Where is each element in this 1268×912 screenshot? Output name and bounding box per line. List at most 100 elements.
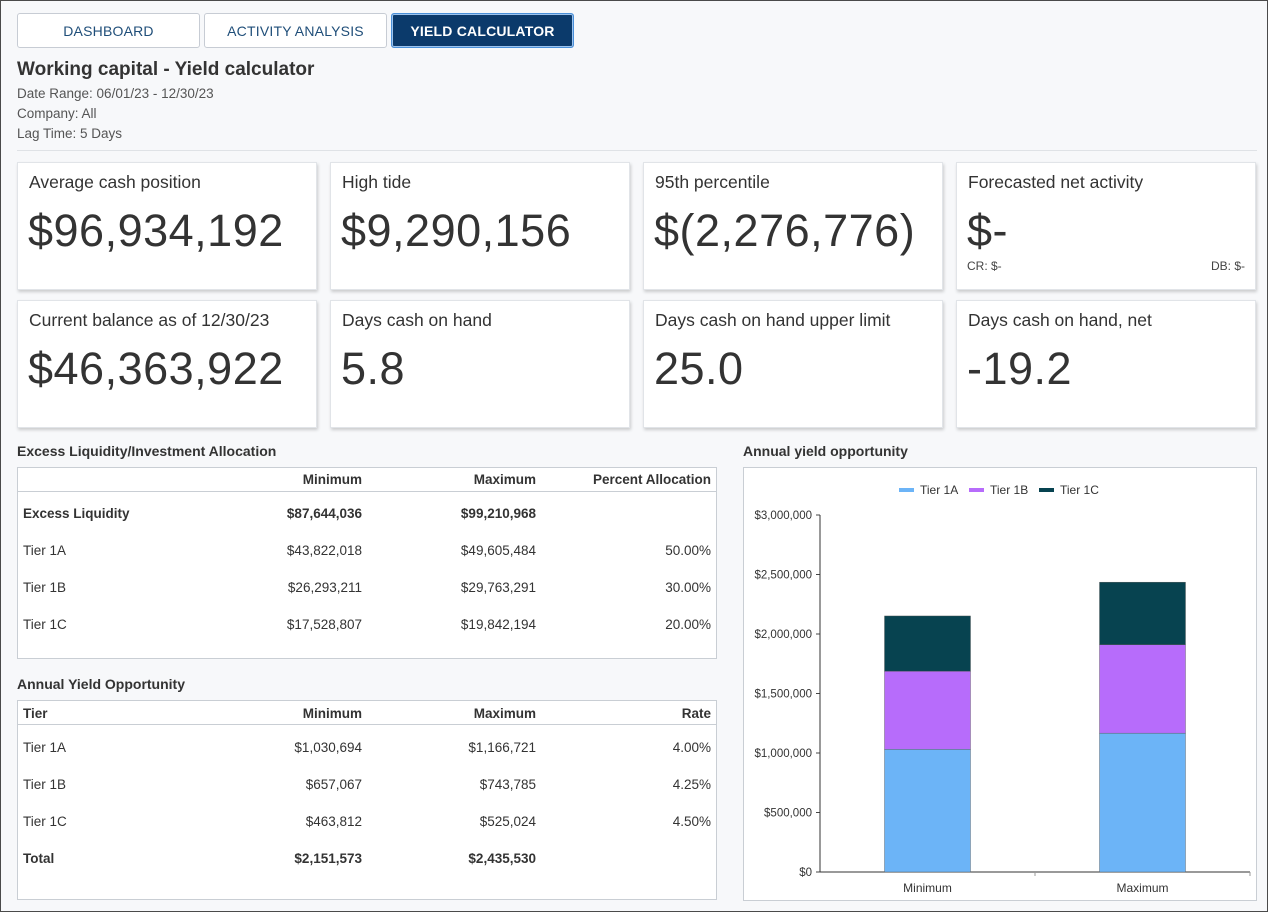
kpi-card-average-cash-position: Average cash position $96,934,192 xyxy=(17,162,317,290)
kpi-card-current-balance: Current balance as of 12/30/23 $46,363,9… xyxy=(17,300,317,428)
row-name: Excess Liquidity xyxy=(23,506,130,521)
kpi-value: $(2,276,776) xyxy=(654,205,916,256)
yield-section-title: Annual Yield Opportunity xyxy=(17,676,185,692)
row-min: $463,812 xyxy=(305,814,362,829)
x-tick-label: Minimum xyxy=(903,881,952,895)
row-max: $29,763,291 xyxy=(460,580,536,595)
bar-segment-tier-1c xyxy=(884,615,971,672)
row-name: Tier 1C xyxy=(23,814,67,829)
legend-swatch xyxy=(969,488,984,492)
kpi-label: Days cash on hand upper limit xyxy=(655,310,891,330)
header-divider xyxy=(17,150,1257,151)
column-header-tier: Tier xyxy=(23,706,48,721)
kpi-card-forecasted-net-activity: Forecasted net activity $- CR: $- DB: $- xyxy=(956,162,1256,290)
y-tick-label: $3,000,000 xyxy=(754,510,812,522)
kpi-label: Days cash on hand xyxy=(342,310,492,330)
bar-segment-tier-1a xyxy=(1099,732,1186,873)
row-name: Total xyxy=(23,851,55,866)
lag-time-text: Lag Time: 5 Days xyxy=(17,126,123,141)
company-text: Company: All xyxy=(17,106,97,121)
kpi-card-days-cash-upper-limit: Days cash on hand upper limit 25.0 xyxy=(643,300,943,428)
row-name: Tier 1A xyxy=(23,543,67,558)
bar-segment-tier-1b xyxy=(1099,644,1186,734)
row-min: $87,644,036 xyxy=(286,506,362,521)
kpi-label: 95th percentile xyxy=(655,172,770,192)
column-header-percent-allocation: Percent Allocation xyxy=(592,472,711,487)
legend-label: Tier 1C xyxy=(1060,483,1099,497)
column-header-minimum: Minimum xyxy=(302,706,362,721)
chart-section-title: Annual yield opportunity xyxy=(743,443,908,459)
y-tick-label: $1,000,000 xyxy=(754,748,812,760)
tab-dashboard[interactable]: DASHBOARD xyxy=(17,13,200,48)
kpi-card-days-cash-net: Days cash on hand, net -19.2 xyxy=(956,300,1256,428)
kpi-card-95th-percentile: 95th percentile $(2,276,776) xyxy=(643,162,943,290)
row-name: Tier 1B xyxy=(23,580,67,595)
kpi-label: High tide xyxy=(342,172,412,192)
bar-segment-tier-1c xyxy=(1099,581,1186,645)
kpi-debit-text: DB: $- xyxy=(1210,259,1245,273)
x-tick-label: Maximum xyxy=(1116,881,1168,895)
row-min: $2,151,573 xyxy=(294,851,362,866)
row-percent: 20.00% xyxy=(665,617,711,632)
row-min: $43,822,018 xyxy=(286,543,362,558)
row-name: Tier 1A xyxy=(23,740,67,755)
row-min: $26,293,211 xyxy=(287,580,362,595)
row-rate: 4.50% xyxy=(672,814,711,829)
y-tick-label: $0 xyxy=(799,867,812,879)
y-tick-label: $2,000,000 xyxy=(754,629,812,641)
row-max: $1,166,721 xyxy=(468,740,536,755)
stacked-bar-chart: $0 $500,000 $1,000,000 $1,500,000 $2,000,000… xyxy=(754,483,1251,895)
kpi-value: $- xyxy=(967,205,1009,256)
row-min: $1,030,694 xyxy=(294,740,362,755)
kpi-label: Forecasted net activity xyxy=(968,172,1144,192)
legend-label: Tier 1A xyxy=(920,483,958,497)
table-header: Minimum Maximum Percent Allocation xyxy=(18,468,716,492)
kpi-card-days-cash-on-hand: Days cash on hand 5.8 xyxy=(330,300,630,428)
row-name: Tier 1B xyxy=(23,777,67,792)
kpi-value: $9,290,156 xyxy=(341,205,572,256)
column-header-minimum: Minimum xyxy=(302,472,362,487)
row-name: Tier 1C xyxy=(23,617,67,632)
kpi-value: $46,363,922 xyxy=(28,343,284,394)
tab-activity-analysis[interactable]: ACTIVITY ANALYSIS xyxy=(204,13,387,48)
row-min: $657,067 xyxy=(305,777,362,792)
bar-segment-tier-1a xyxy=(884,749,971,873)
allocation-section-title: Excess Liquidity/Investment Allocation xyxy=(17,443,277,459)
kpi-value: 5.8 xyxy=(341,343,406,394)
date-range-text: Date Range: 06/01/23 - 12/30/23 xyxy=(17,86,214,101)
row-max: $49,605,484 xyxy=(460,543,536,558)
y-tick-label: $1,500,000 xyxy=(754,689,812,701)
tab-yield-calculator[interactable]: YIELD CALCULATOR xyxy=(391,13,574,48)
row-max: $743,785 xyxy=(479,777,536,792)
row-percent: 30.00% xyxy=(665,580,711,595)
bar-segment-tier-1b xyxy=(884,670,971,750)
y-tick-label: $2,500,000 xyxy=(754,570,812,582)
row-rate: 4.25% xyxy=(672,777,711,792)
kpi-label: Days cash on hand, net xyxy=(968,310,1152,330)
kpi-card-high-tide: High tide $9,290,156 xyxy=(330,162,630,290)
legend-swatch xyxy=(1039,488,1054,492)
yield-table: Tier Minimum Maximum Rate Tier 1A $1,030… xyxy=(17,700,717,900)
column-header-maximum: Maximum xyxy=(473,706,536,721)
legend-swatch xyxy=(899,488,914,492)
allocation-table: Minimum Maximum Percent Allocation Exces… xyxy=(17,467,717,659)
legend-label: Tier 1B xyxy=(990,483,1028,497)
row-max: $525,024 xyxy=(479,814,536,829)
column-header-rate: Rate xyxy=(681,706,711,721)
chart-panel: $0 $500,000 $1,000,000 $1,500,000 $2,000,000… xyxy=(743,467,1257,901)
row-max: $99,210,968 xyxy=(460,506,536,521)
column-header-maximum: Maximum xyxy=(473,472,536,487)
row-percent: 50.00% xyxy=(665,543,711,558)
table-header: Tier Minimum Maximum Rate xyxy=(18,701,716,725)
kpi-label: Current balance as of 12/30/23 xyxy=(29,310,270,330)
page-title: Working capital - Yield calculator xyxy=(17,59,315,80)
row-max: $19,842,194 xyxy=(460,617,536,632)
kpi-label: Average cash position xyxy=(29,172,201,192)
kpi-credit-text: CR: $- xyxy=(967,259,1002,273)
kpi-value: -19.2 xyxy=(967,343,1073,394)
kpi-value: 25.0 xyxy=(654,343,744,394)
y-tick-label: $500,000 xyxy=(764,808,812,820)
row-max: $2,435,530 xyxy=(468,851,536,866)
kpi-value: $96,934,192 xyxy=(28,205,284,256)
